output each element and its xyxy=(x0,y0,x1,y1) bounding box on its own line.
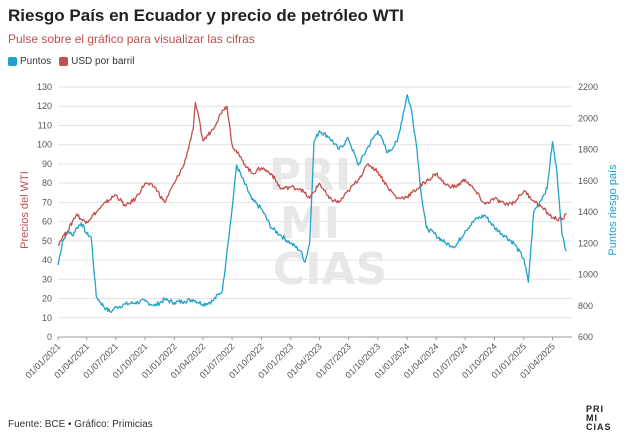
grid xyxy=(58,86,572,338)
y-left-tick-100: 100 xyxy=(37,140,52,150)
chart-subtitle: Pulse sobre el gráfico para visualizar l… xyxy=(8,32,255,46)
y-right-tick-2200: 2200 xyxy=(578,82,598,92)
y-right-tick-1400: 1400 xyxy=(578,207,598,217)
legend: Puntos USD por barril xyxy=(8,56,139,67)
y-left-tick-10: 10 xyxy=(42,313,52,323)
source-note: Fuente: BCE • Gráfico: Primicias xyxy=(8,419,153,430)
x-axis: 01/01/202101/04/202101/07/202101/10/2021… xyxy=(23,337,557,380)
y-axis-right: 600 800 1000 1200 1400 1600 1800 2000 2200 xyxy=(578,82,598,342)
y-right-tick-1000: 1000 xyxy=(578,270,598,280)
y-left-tick-110: 110 xyxy=(38,120,52,130)
logo-line-3: CIAS xyxy=(586,422,612,432)
y-left-tick-50: 50 xyxy=(42,236,52,246)
series-group[interactable] xyxy=(57,94,568,313)
chart-title: Riesgo País en Ecuador y precio de petró… xyxy=(8,6,404,25)
y-axis-left: 0 10 20 30 40 50 60 70 80 90 100 110 120 130 xyxy=(37,82,52,342)
y-right-tick-1800: 1800 xyxy=(578,145,598,155)
y-right-tick-1200: 1200 xyxy=(578,238,598,248)
y-right-tick-800: 800 xyxy=(578,301,593,311)
y-axis-right-title: Puntos riesgo país xyxy=(607,164,619,256)
watermark-line-1: PRI xyxy=(269,150,352,201)
legend-swatch-usd xyxy=(59,57,69,66)
legend-swatch-puntos xyxy=(8,57,17,66)
y-left-tick-70: 70 xyxy=(42,197,52,207)
y-left-tick-0: 0 xyxy=(47,332,52,342)
legend-item-usd[interactable]: USD por barril xyxy=(59,56,135,67)
legend-item-puntos[interactable]: Puntos xyxy=(8,56,51,67)
y-left-tick-30: 30 xyxy=(42,274,52,284)
y-right-tick-2000: 2000 xyxy=(578,113,598,123)
watermark: PRI MI CIAS xyxy=(269,150,387,295)
y-right-tick-600: 600 xyxy=(578,332,593,342)
y-left-tick-20: 20 xyxy=(42,294,52,304)
y-axis-left-title: Precios del WTI xyxy=(19,171,31,249)
legend-label-puntos: Puntos xyxy=(20,56,52,67)
series-line-usd-por-barril[interactable] xyxy=(57,101,567,246)
y-left-tick-130: 130 xyxy=(37,82,52,92)
watermark-line-3: CIAS xyxy=(273,244,387,295)
logo-line-2: MI xyxy=(586,413,598,423)
y-left-tick-80: 80 xyxy=(42,178,52,188)
logo-line-1: PRI xyxy=(586,404,605,414)
legend-label-usd: USD por barril xyxy=(71,56,135,67)
y-left-tick-60: 60 xyxy=(42,217,52,227)
y-right-tick-1600: 1600 xyxy=(578,176,598,186)
y-left-tick-90: 90 xyxy=(42,159,52,169)
y-left-tick-40: 40 xyxy=(42,255,52,265)
primicias-logo: PRI MI CIAS xyxy=(586,405,612,432)
y-left-tick-120: 120 xyxy=(37,101,52,111)
